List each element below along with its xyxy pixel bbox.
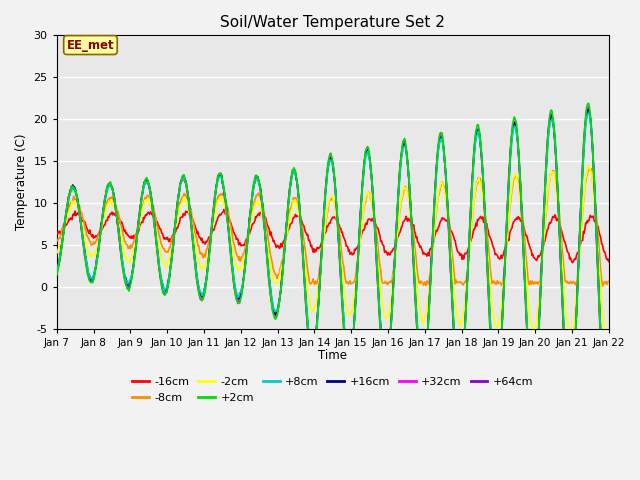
-8cm — [416, 281, 424, 287]
+8cm — [604, 396, 611, 402]
-8cm — [120, 233, 127, 239]
+64cm — [584, 105, 592, 111]
-8cm — [176, 200, 184, 206]
+2cm — [604, 408, 611, 414]
+16cm — [416, 356, 424, 362]
+64cm — [205, 253, 212, 259]
+8cm — [605, 385, 612, 391]
-16cm — [205, 234, 212, 240]
+64cm — [605, 392, 612, 398]
+8cm — [176, 188, 184, 193]
+2cm — [400, 138, 408, 144]
-8cm — [400, 187, 408, 193]
+64cm — [603, 403, 611, 409]
Line: +2cm: +2cm — [57, 104, 609, 411]
+8cm — [585, 110, 593, 116]
+2cm — [63, 207, 70, 213]
+2cm — [605, 397, 612, 403]
-2cm — [604, 336, 611, 342]
+8cm — [205, 254, 212, 260]
+16cm — [603, 399, 611, 405]
Line: +32cm: +32cm — [57, 107, 609, 408]
-16cm — [605, 259, 612, 264]
+64cm — [176, 186, 184, 192]
+64cm — [120, 267, 127, 273]
+16cm — [53, 267, 61, 273]
+16cm — [120, 266, 127, 272]
Legend: -16cm, -8cm, -2cm, +2cm, +8cm, +16cm, +32cm, +64cm: -16cm, -8cm, -2cm, +2cm, +8cm, +16cm, +3… — [128, 372, 538, 407]
-2cm — [63, 215, 70, 221]
+2cm — [120, 270, 127, 276]
-8cm — [205, 239, 212, 245]
+2cm — [205, 257, 212, 263]
Y-axis label: Temperature (C): Temperature (C) — [15, 134, 28, 230]
+16cm — [205, 257, 212, 263]
-16cm — [220, 206, 228, 212]
-2cm — [176, 204, 184, 210]
+64cm — [416, 360, 424, 366]
+32cm — [176, 184, 184, 190]
Line: +16cm: +16cm — [57, 109, 609, 402]
+32cm — [400, 140, 408, 145]
-16cm — [176, 219, 184, 225]
+32cm — [603, 405, 611, 411]
-16cm — [63, 222, 70, 228]
+2cm — [416, 364, 424, 370]
-8cm — [599, 283, 607, 289]
Line: -8cm: -8cm — [57, 168, 609, 286]
-16cm — [569, 260, 577, 265]
-2cm — [584, 162, 592, 168]
+32cm — [63, 206, 70, 212]
+32cm — [416, 365, 424, 371]
+32cm — [605, 393, 612, 399]
X-axis label: Time: Time — [318, 349, 348, 362]
+8cm — [53, 268, 61, 274]
-2cm — [205, 248, 212, 253]
-16cm — [53, 229, 61, 235]
Line: +8cm: +8cm — [57, 113, 609, 399]
+64cm — [53, 270, 61, 276]
-8cm — [53, 238, 61, 244]
-2cm — [605, 334, 612, 340]
+64cm — [63, 205, 70, 211]
+32cm — [120, 270, 127, 276]
+2cm — [584, 101, 592, 107]
-2cm — [53, 250, 61, 255]
+8cm — [400, 144, 408, 150]
Line: +64cm: +64cm — [57, 108, 609, 406]
+16cm — [176, 188, 184, 193]
-16cm — [401, 217, 408, 223]
+16cm — [605, 389, 612, 395]
-2cm — [416, 308, 424, 314]
Line: -16cm: -16cm — [57, 209, 609, 263]
+8cm — [120, 265, 127, 271]
-16cm — [120, 226, 127, 231]
+16cm — [400, 142, 408, 147]
-2cm — [400, 187, 408, 192]
+16cm — [63, 208, 70, 214]
+32cm — [584, 104, 592, 109]
Text: EE_met: EE_met — [67, 38, 115, 51]
+2cm — [53, 272, 61, 278]
Title: Soil/Water Temperature Set 2: Soil/Water Temperature Set 2 — [220, 15, 445, 30]
Line: -2cm: -2cm — [57, 165, 609, 339]
+16cm — [584, 107, 592, 112]
-8cm — [586, 166, 593, 171]
+2cm — [176, 184, 184, 190]
-2cm — [120, 244, 127, 250]
+32cm — [205, 255, 212, 261]
+32cm — [53, 269, 61, 275]
+8cm — [416, 353, 424, 359]
-16cm — [417, 243, 424, 249]
-8cm — [605, 278, 612, 284]
+64cm — [400, 140, 408, 145]
+8cm — [63, 206, 70, 212]
-8cm — [63, 212, 70, 218]
